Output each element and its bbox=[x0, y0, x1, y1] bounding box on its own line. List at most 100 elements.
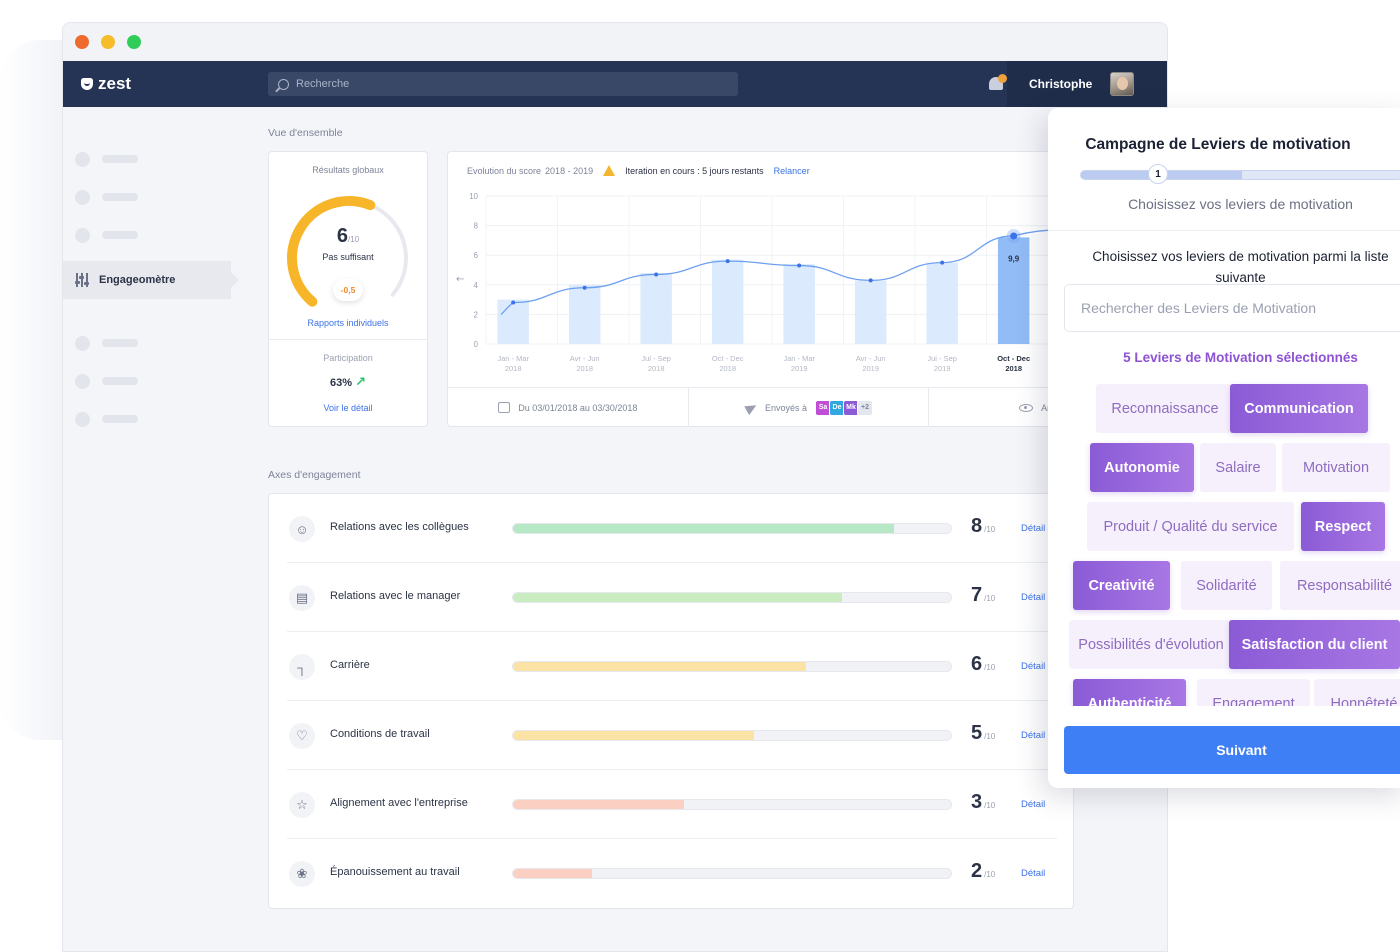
x-tick-year: 2018 bbox=[719, 364, 736, 373]
axis-detail-link[interactable]: Détail bbox=[1021, 661, 1046, 672]
axis-score-max: /10 bbox=[984, 594, 996, 603]
motivation-lever-chip[interactable]: Solidarité bbox=[1181, 561, 1272, 610]
individual-reports-link[interactable]: Rapports individuels bbox=[307, 318, 389, 328]
previous-period-arrow: ← bbox=[456, 274, 464, 285]
line-point bbox=[511, 300, 516, 305]
axis-detail-link[interactable]: Détail bbox=[1021, 523, 1046, 534]
zest-logo[interactable]: zest bbox=[81, 74, 131, 94]
maximize-window-button[interactable] bbox=[127, 35, 141, 49]
levers-search-placeholder: Rechercher des Leviers de Motivation bbox=[1081, 300, 1317, 316]
motivation-lever-chip[interactable]: Respect bbox=[1301, 502, 1385, 551]
participation-percent: 63% bbox=[330, 377, 353, 389]
sidebar-item-placeholder[interactable] bbox=[75, 333, 138, 353]
date-range[interactable]: Du 03/01/2018 au 03/30/2018 bbox=[448, 388, 689, 427]
main-content: Vue d'ensemble Résultats globaux 6/10 Pa… bbox=[268, 107, 1167, 951]
axis-detail-link[interactable]: Détail bbox=[1021, 592, 1046, 603]
participation-title: Participation bbox=[323, 353, 373, 363]
recipient-chips: Sa De Mk +2 bbox=[815, 399, 874, 416]
motivation-lever-chip[interactable]: Possibilités d'évolution bbox=[1069, 620, 1233, 669]
axis-progress-fill bbox=[513, 731, 754, 740]
score-line bbox=[500, 229, 1058, 315]
axis-score: 6/10 bbox=[971, 653, 995, 676]
close-window-button[interactable] bbox=[75, 35, 89, 49]
sidebar-item-bar bbox=[102, 193, 138, 201]
levers-list: Choisissez vos leviers de motivation par… bbox=[1048, 108, 1400, 706]
levers-search-input[interactable]: Rechercher des Leviers de Motivation bbox=[1064, 284, 1400, 332]
motivation-lever-chip[interactable]: Reconnaissance bbox=[1096, 384, 1234, 433]
axis-score: 2/10 bbox=[971, 860, 995, 883]
motivation-lever-chip[interactable]: Responsabilité bbox=[1280, 561, 1400, 610]
sliders-icon bbox=[75, 273, 89, 287]
sidebar-item-engageometre[interactable]: Engageomètre bbox=[63, 261, 239, 299]
next-button[interactable]: Suivant bbox=[1064, 726, 1400, 774]
iteration-warning: Iteration en cours : 5 jours restants bbox=[625, 165, 764, 176]
highlight-value-label: 9,9 bbox=[1008, 254, 1020, 263]
sidebar-item-icon bbox=[75, 151, 90, 167]
axis-score-value: 7 bbox=[971, 584, 983, 606]
chart-bar bbox=[926, 262, 958, 344]
axis-score-max: /10 bbox=[984, 663, 996, 672]
motivation-lever-chip[interactable]: Salaire bbox=[1200, 443, 1276, 492]
motivation-lever-chip[interactable]: Satisfaction du client bbox=[1229, 620, 1400, 669]
axis-score: 7/10 bbox=[971, 584, 995, 607]
line-point bbox=[797, 263, 802, 268]
gauge-score-max: /10 bbox=[348, 235, 360, 244]
line-point bbox=[868, 278, 873, 283]
axis-progress-fill bbox=[513, 869, 592, 878]
y-tick-label: 0 bbox=[474, 340, 479, 349]
motivation-lever-chip[interactable]: Engagement bbox=[1197, 679, 1310, 706]
sidebar-item-placeholder[interactable] bbox=[75, 371, 138, 391]
relaunch-link[interactable]: Relancer bbox=[773, 165, 810, 176]
sidebar-item-placeholder[interactable] bbox=[75, 409, 138, 429]
recipients[interactable]: Envoyés à Sa De Mk +2 bbox=[689, 388, 930, 427]
motivation-lever-chip[interactable]: Autonomie bbox=[1090, 443, 1194, 492]
axis-detail-link[interactable]: Détail bbox=[1021, 799, 1046, 810]
sidebar-item-bar bbox=[102, 231, 138, 239]
x-tick-year: 2018 bbox=[1005, 364, 1022, 373]
x-tick-label: Jan - Mar bbox=[783, 354, 815, 363]
motivation-lever-chip[interactable]: Creativité bbox=[1073, 561, 1170, 610]
line-point bbox=[940, 260, 945, 265]
line-point bbox=[654, 272, 659, 277]
motivation-lever-chip[interactable]: Authenticité bbox=[1073, 679, 1186, 706]
plant-icon: ❀ bbox=[289, 861, 315, 887]
y-tick-label: 4 bbox=[474, 281, 479, 290]
motivation-lever-chip[interactable]: Motivation bbox=[1282, 443, 1390, 492]
motivation-lever-chip[interactable]: Communication bbox=[1230, 384, 1368, 433]
axis-row: ☆ Alignement avec l'entreprise 3/10 Déta… bbox=[287, 770, 1057, 839]
axis-detail-link[interactable]: Détail bbox=[1021, 868, 1046, 879]
y-tick-label: 8 bbox=[474, 222, 479, 231]
axis-progress-fill bbox=[513, 662, 807, 671]
motivation-lever-chip[interactable]: Produit / Qualité du service bbox=[1087, 502, 1294, 551]
axis-score-value: 6 bbox=[971, 653, 983, 675]
minimize-window-button[interactable] bbox=[101, 35, 115, 49]
axis-label: Carrière bbox=[330, 659, 370, 671]
x-tick-label: Avr - Jun bbox=[570, 354, 600, 363]
gauge-value-arc bbox=[287, 196, 376, 307]
axis-score-max: /10 bbox=[984, 801, 996, 810]
step-indicator: 1 bbox=[1148, 164, 1168, 184]
gauge-status: Pas suffisant bbox=[322, 252, 374, 262]
briefcase-icon: ▤ bbox=[289, 585, 315, 611]
notifications-button[interactable] bbox=[988, 74, 1007, 94]
global-search-input[interactable]: Recherche bbox=[268, 72, 738, 96]
participation-detail-link[interactable]: Voir le détail bbox=[323, 403, 373, 413]
axis-score: 5/10 bbox=[971, 722, 995, 745]
user-menu[interactable]: Christophe bbox=[1007, 61, 1167, 107]
x-tick-label: Oct - Dec bbox=[997, 354, 1030, 363]
x-tick-label: Jan - Mar bbox=[497, 354, 529, 363]
motivation-lever-chip[interactable]: Honnêteté bbox=[1314, 679, 1400, 706]
x-tick-year: 2018 bbox=[505, 364, 522, 373]
sidebar-item-placeholder[interactable] bbox=[75, 149, 138, 169]
axis-detail-link[interactable]: Détail bbox=[1021, 730, 1046, 741]
window-titlebar bbox=[63, 23, 1167, 61]
axis-score-max: /10 bbox=[984, 732, 996, 741]
sidebar-item-placeholder[interactable] bbox=[75, 187, 138, 207]
axis-score-value: 8 bbox=[971, 515, 983, 537]
sidebar-item-placeholder[interactable] bbox=[75, 225, 138, 245]
line-point bbox=[1010, 232, 1018, 240]
x-tick-label: Jui - Sep bbox=[927, 354, 957, 363]
y-tick-label: 10 bbox=[469, 192, 478, 201]
y-tick-label: 6 bbox=[474, 251, 479, 260]
heart-icon: ♡ bbox=[289, 723, 315, 749]
